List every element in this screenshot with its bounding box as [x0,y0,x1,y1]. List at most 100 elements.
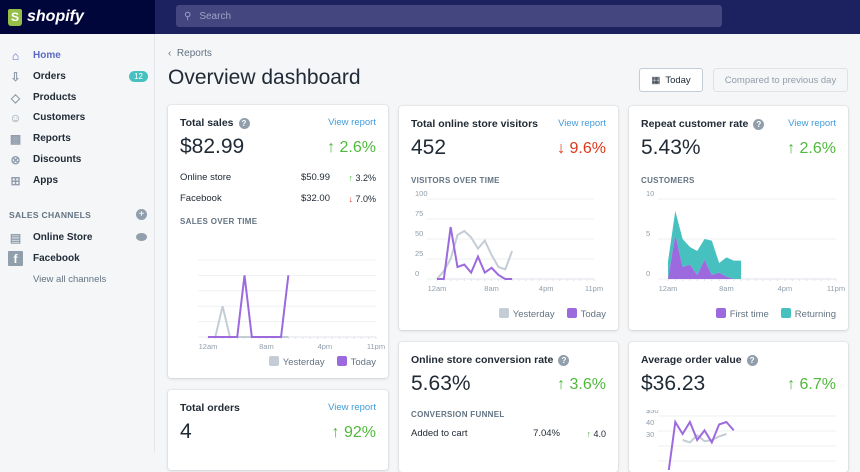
y-tick-label: 5 [646,229,650,238]
y-tick-label: $50 [646,410,659,415]
calendar-icon: ▦ [651,74,661,86]
x-tick-label: 12am [199,342,218,350]
y-tick-label: 30 [646,430,654,439]
y-tick-label: 100 [415,191,428,198]
sidebar-item-apps[interactable]: ⊞ Apps [8,173,148,188]
help-icon[interactable]: ? [238,117,250,129]
tag-icon: ◇ [10,90,21,105]
card-title: Repeat customer rate [641,118,749,130]
sidebar-item-orders[interactable]: ⇩ Orders 12 [8,69,148,84]
area-returning [668,211,742,279]
series-line-today [667,419,735,470]
compare-button[interactable]: Compared to previous day [713,68,848,92]
date-range-button[interactable]: ▦ Today [639,68,703,92]
y-tick-label: 50 [415,229,423,238]
orders-icon: ⇩ [10,69,21,84]
chart-legend: First time Returning [715,308,836,320]
sidebar-item-reports[interactable]: ▩ Reports [9,131,71,146]
customers-chart: 12am 8am 4pm 11pm 0 5 10 [646,191,845,293]
sidebar-item-products[interactable]: ◇ Products [8,90,148,105]
chart-legend: Yesterday Today [498,308,606,320]
x-tick-label: 11pm [827,284,845,293]
shopify-logo[interactable]: shopify [0,0,155,34]
chart-label: VISITORS OVER TIME [411,176,500,185]
sales-channels-heading: SALES CHANNELS [9,210,92,220]
y-tick-label: 25 [415,249,423,258]
x-tick-label: 8am [259,342,274,350]
repeat-rate-value: 5.43% [641,136,701,159]
view-report-link[interactable]: View report [558,118,606,129]
help-icon[interactable]: ? [558,354,570,366]
sales-over-time-chart: 12am 8am 4pm 11pm [198,259,385,350]
total-sales-value: $82.99 [180,135,245,158]
change-indicator: ↑ 92% [331,424,376,441]
x-tick-label: 12am [428,284,447,293]
change-indicator: ↑ 6.7% [787,376,836,393]
search-icon: ⚲ [184,10,192,22]
bar-chart-icon: ▩ [9,131,22,146]
visitors-card: Total online store visitors View report … [399,106,618,330]
x-tick-label: 11pm [585,284,603,293]
series-line-yesterday [682,433,727,444]
help-icon[interactable]: ? [746,354,758,366]
channel-facebook[interactable]: f Facebook [8,251,148,266]
y-tick-label: 0 [646,269,650,278]
y-tick-label: 10 [646,191,654,198]
average-order-value-card: Average order value? $36.23 ↑ 6.7% 30 40 $… [629,342,848,472]
home-icon: ⌂ [11,48,20,63]
top-bar: shopify ⚲Search [0,0,860,34]
y-tick-label: 0 [415,269,419,278]
sidebar-item-home[interactable]: ⌂ Home [8,48,148,63]
view-report-link[interactable]: View report [328,402,376,413]
view-report-link[interactable]: View report [788,118,836,129]
x-tick-label: 8am [719,284,734,293]
page-title: Overview dashboard [168,66,361,89]
card-title: Total orders [180,402,240,414]
search-input[interactable]: ⚲ Search [176,5,722,27]
x-tick-label: 8am [484,284,499,293]
change-indicator: ↑ 2.6% [327,139,376,156]
orders-count-badge: 12 [129,71,148,82]
chevron-left-icon: ‹ [168,48,172,59]
aov-value: $36.23 [641,372,706,395]
visitors-value: 452 [411,136,447,159]
y-tick-label: 75 [415,209,423,218]
total-sales-card: Total sales? View report $82.99 ↑ 2.6% O… [168,105,388,378]
y-tick-label: 40 [646,418,654,427]
view-report-link[interactable]: View report [328,117,376,128]
shopping-bag-icon [8,8,22,26]
series-line-today [208,275,290,338]
total-orders-value: 4 [180,420,192,443]
change-indicator: ↑ 3.6% [557,376,606,393]
conversion-value: 5.63% [411,372,471,395]
series-line-today [437,226,513,280]
breadcrumb[interactable]: ‹ Reports [168,48,212,59]
apps-icon: ⊞ [10,173,21,188]
funnel-row: Added to cart 7.04% ↑ 4.0 [411,428,606,439]
sidebar-item-customers[interactable]: ☺ Customers [9,110,86,125]
x-tick-label: 11pm [367,342,385,350]
conversion-rate-card: Online store conversion rate? 5.63% ↑ 3.… [399,342,618,472]
area-first-time [668,235,742,279]
x-tick-label: 4pm [318,342,333,350]
total-orders-card: Total orders View report 4 ↑ 92% [168,390,388,470]
help-icon[interactable]: ? [753,118,765,130]
visitors-over-time-chart: 12am 8am 4pm 11pm 0 25 50 75 100 [415,191,603,293]
discount-icon: ⊗ [10,152,21,167]
chart-label: CONVERSION FUNNEL [411,410,505,419]
channel-online-store[interactable]: ▤ Online Store [9,230,93,245]
x-tick-label: 4pm [539,284,554,293]
view-all-channels-link[interactable]: View all channels [33,274,107,285]
chart-label: SALES OVER TIME [180,217,258,226]
repeat-customer-card: Repeat customer rate? View report 5.43% … [629,106,848,330]
sidebar-item-discounts[interactable]: ⊗ Discounts [8,152,148,167]
view-store-eye-icon[interactable] [136,233,147,241]
sidebar: ⌂ Home ⇩ Orders 12 ◇ Products ☺ Customers ▩ Re… [0,34,155,452]
chart-legend: Yesterday Today [268,356,376,368]
breakdown-row: Online store $50.99 ↑ 3.2% [180,172,376,183]
x-tick-label: 12am [659,284,678,293]
card-title: Total sales [180,117,234,129]
person-icon: ☺ [9,110,22,125]
add-channel-icon[interactable]: + [136,209,147,220]
breakdown-row: Facebook $32.00 ↓ 7.0% [180,193,376,204]
